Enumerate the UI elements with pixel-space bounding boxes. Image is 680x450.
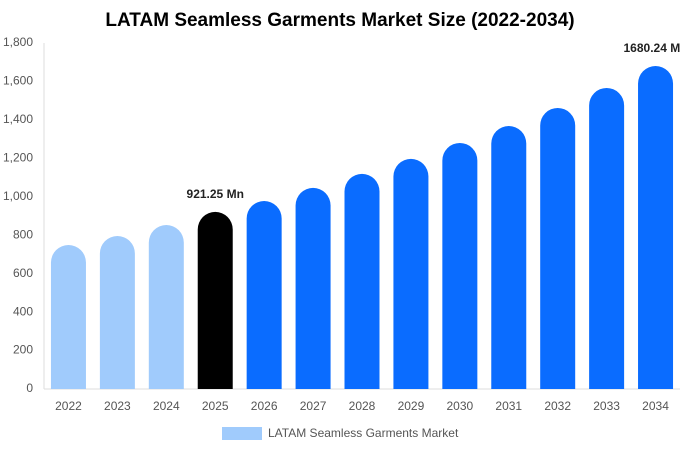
x-tick-label: 2031 <box>495 399 522 413</box>
bar <box>99 235 135 389</box>
bar <box>344 173 380 389</box>
value-label: 921.25 Mn <box>187 187 244 201</box>
chart-title: LATAM Seamless Garments Market Size (202… <box>105 10 574 31</box>
y-tick-label: 0 <box>26 381 33 395</box>
x-tick-label: 2022 <box>55 399 82 413</box>
bar <box>246 201 282 389</box>
bar <box>197 211 233 389</box>
bar <box>540 107 576 390</box>
y-tick-label: 1,600 <box>3 74 33 88</box>
y-tick-label: 1,400 <box>3 112 33 126</box>
bar <box>638 66 674 389</box>
x-tick-label: 2025 <box>202 399 229 413</box>
bar <box>589 87 625 389</box>
y-tick-label: 200 <box>13 343 33 357</box>
x-tick-label: 2028 <box>349 399 376 413</box>
legend-label: LATAM Seamless Garments Market <box>268 426 459 440</box>
y-tick-label: 1,800 <box>3 35 33 49</box>
bar <box>295 187 331 389</box>
bar <box>491 126 527 389</box>
x-tick-label: 2032 <box>544 399 571 413</box>
x-tick-label: 2027 <box>300 399 327 413</box>
bar <box>393 158 429 389</box>
x-tick-label: 2023 <box>104 399 131 413</box>
y-tick-label: 1,200 <box>3 151 33 165</box>
value-label: 1680.24 Mn <box>624 41 680 55</box>
x-tick-label: 2030 <box>446 399 473 413</box>
y-tick-label: 1,000 <box>3 189 33 203</box>
y-tick-label: 400 <box>13 304 33 318</box>
legend-swatch <box>222 427 262 440</box>
x-tick-label: 2026 <box>251 399 278 413</box>
bar <box>50 245 86 389</box>
y-tick-label: 800 <box>13 227 33 241</box>
y-tick-label: 600 <box>13 266 33 280</box>
x-tick-label: 2033 <box>593 399 620 413</box>
bar <box>148 225 184 389</box>
x-tick-label: 2029 <box>398 399 425 413</box>
x-tick-label: 2024 <box>153 399 180 413</box>
x-tick-label: 2034 <box>642 399 669 413</box>
bar <box>442 142 478 389</box>
